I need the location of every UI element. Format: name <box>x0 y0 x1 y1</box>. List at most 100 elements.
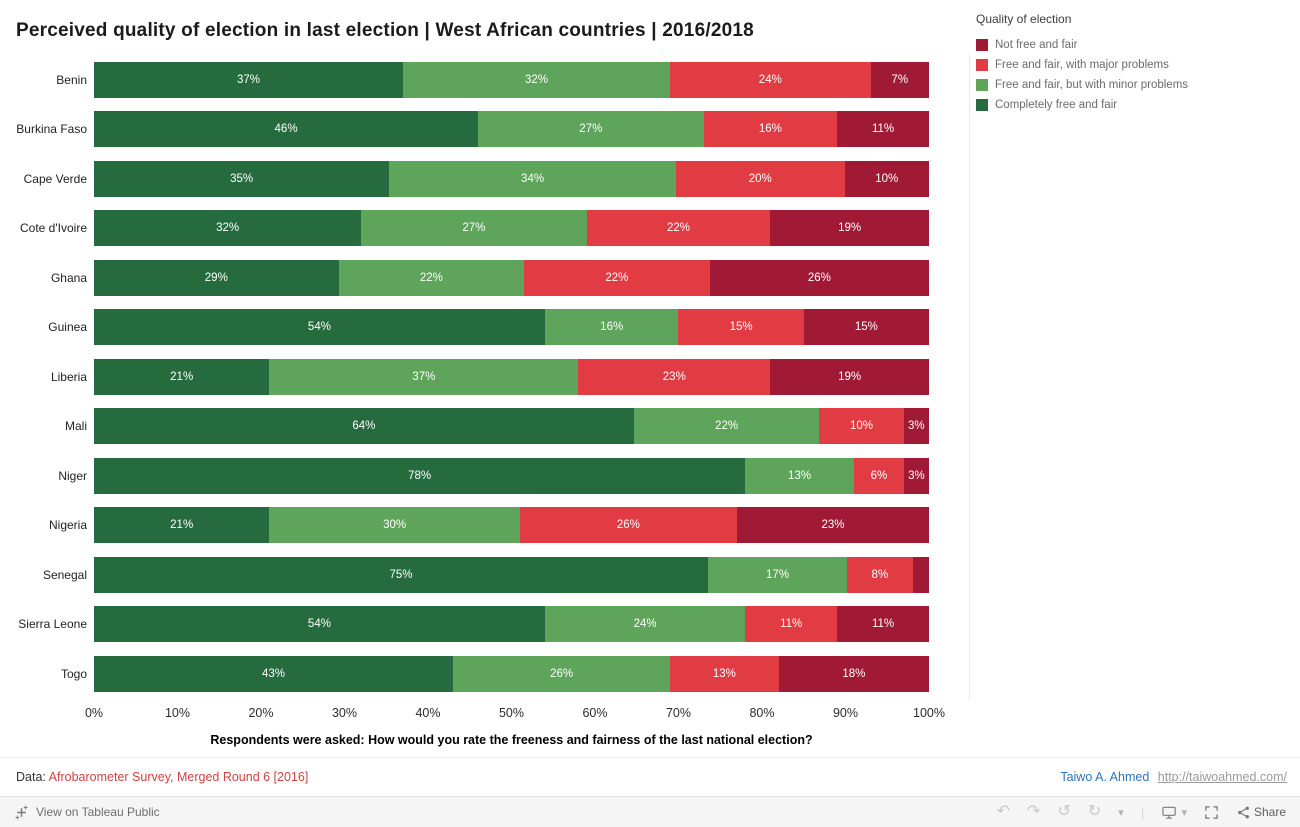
bar-segment[interactable]: 26% <box>519 507 737 544</box>
bar-track: 21% 30% 26% 23% <box>94 507 929 544</box>
bar-segment[interactable]: 3% <box>903 408 929 445</box>
bar-segment[interactable]: 15% <box>803 309 929 346</box>
device-preview-caret-icon: ▾ <box>1181 806 1187 819</box>
axis-tick-label: 100% <box>913 706 945 720</box>
legend-item[interactable]: Free and fair, with major problems <box>976 55 1291 75</box>
legend-swatch-icon <box>976 99 988 111</box>
bar-segment[interactable]: 3% <box>903 457 929 494</box>
refresh-icon[interactable]: ↻ <box>1087 803 1102 820</box>
bar-segment[interactable]: 26% <box>453 655 671 692</box>
bar-segment[interactable]: 24% <box>544 606 746 643</box>
bar-segment[interactable]: 11% <box>745 606 838 643</box>
bar-segment[interactable]: 10% <box>819 408 904 445</box>
view-on-tableau-public-label: View on Tableau Public <box>36 805 160 819</box>
bar-segment[interactable]: 19% <box>770 358 929 395</box>
country-label: Mali <box>64 419 87 434</box>
axis-tick-label: 60% <box>582 706 608 720</box>
bar-segment[interactable]: 78% <box>94 457 746 494</box>
share-button[interactable]: Share <box>1236 805 1286 820</box>
bar-segment[interactable]: 10% <box>844 160 929 197</box>
bar-segment[interactable] <box>912 556 929 593</box>
bar-segment[interactable]: 46% <box>94 111 479 148</box>
axis-tick-label: 50% <box>498 706 525 720</box>
view-on-tableau-public-link[interactable]: View on Tableau Public <box>14 805 160 820</box>
fullscreen-icon[interactable] <box>1204 805 1219 820</box>
bar-row: Cape Verde 35% 34% 20% 10% <box>0 154 929 204</box>
bar-segment[interactable]: 34% <box>389 160 676 197</box>
revert-icon[interactable]: ↺ <box>1057 803 1071 820</box>
axis-tick-label: 20% <box>248 706 274 720</box>
country-label: Cape Verde <box>23 171 87 186</box>
bar-segment[interactable]: 17% <box>707 556 848 593</box>
bar-segment[interactable]: 35% <box>94 160 390 197</box>
axis-tick-label: 90% <box>832 706 859 720</box>
bar-segment[interactable]: 13% <box>670 655 779 692</box>
bar-segment[interactable]: 23% <box>736 507 929 544</box>
bar-track: 21% 37% 23% 19% <box>94 358 929 395</box>
bar-segment[interactable]: 8% <box>847 556 913 593</box>
bar-segment[interactable]: 23% <box>578 358 771 395</box>
legend: Quality of election Not free and fair Fre… <box>976 12 1291 115</box>
bar-segment[interactable]: 11% <box>837 606 929 643</box>
bar-segment[interactable]: 54% <box>94 606 545 643</box>
share-label: Share <box>1253 805 1286 819</box>
country-label: Cote d'Ivoire <box>20 221 87 236</box>
bar-segment[interactable]: 7% <box>870 61 929 98</box>
bar-rows: Benin 37% 32% 24% 7% Burkina Faso 46% 27% 16% 11%… <box>0 55 929 699</box>
footer: Data: Afrobarometer Survey, Merged Round… <box>0 765 1300 795</box>
bar-segment[interactable]: 16% <box>703 111 838 148</box>
bar-segment[interactable]: 6% <box>853 457 904 494</box>
axis-tick-label: 30% <box>331 706 358 720</box>
bar-segment[interactable]: 75% <box>94 556 708 593</box>
country-label: Ghana <box>50 270 87 285</box>
toolbar-separator: | <box>1140 804 1145 820</box>
bar-segment[interactable]: 27% <box>478 111 704 148</box>
bar-segment[interactable]: 24% <box>670 61 871 98</box>
country-label: Niger <box>58 468 87 483</box>
data-source-text: Afrobarometer Survey, Merged Round 6 [20… <box>48 770 309 784</box>
bar-segment[interactable]: 43% <box>94 655 454 692</box>
redo-icon[interactable]: ↷ <box>1027 803 1041 820</box>
country-label: Sierra Leone <box>18 617 87 632</box>
bar-track: 43% 26% 13% 18% <box>94 655 929 692</box>
bar-row: Niger 78% 13% 6% 3% <box>0 451 929 501</box>
bar-segment[interactable]: 19% <box>770 210 929 247</box>
bar-segment[interactable]: 29% <box>94 259 339 296</box>
bar-segment[interactable]: 22% <box>633 408 820 445</box>
bar-segment[interactable]: 13% <box>745 457 854 494</box>
bar-segment[interactable]: 54% <box>94 309 545 346</box>
bar-segment[interactable]: 27% <box>361 210 587 247</box>
data-prefix: Data: <box>16 770 49 784</box>
bar-segment[interactable]: 32% <box>402 61 671 98</box>
bar-segment[interactable]: 21% <box>94 507 270 544</box>
bar-segment[interactable]: 37% <box>269 358 579 395</box>
bar-row: Liberia 21% 37% 23% 19% <box>0 352 929 402</box>
bar-segment[interactable]: 26% <box>709 259 929 296</box>
bar-segment[interactable]: 15% <box>678 309 804 346</box>
bar-segment[interactable]: 11% <box>837 111 929 148</box>
bar-segment[interactable]: 16% <box>544 309 679 346</box>
bar-segment[interactable]: 22% <box>524 259 710 296</box>
legend-item[interactable]: Completely free and fair <box>976 95 1291 115</box>
bar-segment[interactable]: 22% <box>338 259 525 296</box>
bar-segment[interactable]: 21% <box>94 358 270 395</box>
axis-tick-label: 70% <box>665 706 692 720</box>
legend-item[interactable]: Free and fair, but with minor problems <box>976 75 1291 95</box>
undo-icon[interactable]: ↶ <box>996 803 1011 820</box>
bar-segment[interactable]: 37% <box>94 61 403 98</box>
author-url-link[interactable]: http://taiwoahmed.com/ <box>1157 770 1287 784</box>
bar-segment[interactable]: 64% <box>94 408 634 445</box>
bar-segment[interactable]: 22% <box>586 210 771 247</box>
bar-segment[interactable]: 20% <box>675 160 845 197</box>
legend-label: Not free and fair <box>995 39 1078 51</box>
legend-item[interactable]: Not free and fair <box>976 35 1291 55</box>
bar-segment[interactable]: 32% <box>94 210 362 247</box>
bar-row: Togo 43% 26% 13% 18% <box>0 649 929 699</box>
chevron-down-icon[interactable]: ▾ <box>1118 806 1124 819</box>
bar-segment[interactable]: 18% <box>778 655 929 692</box>
bar-row: Senegal 75% 17% 8% <box>0 550 929 600</box>
bar-segment[interactable]: 30% <box>269 507 520 544</box>
bar-row: Ghana 29% 22% 22% 26% <box>0 253 929 303</box>
device-preview-button[interactable]: ▾ <box>1161 805 1187 820</box>
data-source-line: Data: Afrobarometer Survey, Merged Round… <box>16 770 308 784</box>
